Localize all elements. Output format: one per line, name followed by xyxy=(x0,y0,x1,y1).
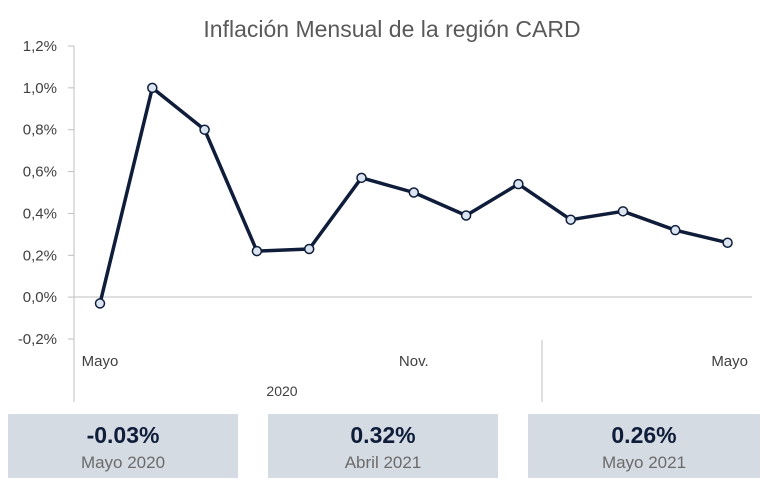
x-tick-label: Mayo xyxy=(82,353,119,370)
chart-title: Inflación Mensual de la región CARD xyxy=(203,16,580,42)
data-point xyxy=(513,178,524,190)
data-point xyxy=(94,298,106,309)
data-point xyxy=(565,214,576,225)
y-tick-group: -0,2% 0,0% 0,2% 0,4% 0,6% 0,8% 1,0% 1,2% xyxy=(18,38,74,348)
card-value: 0.32% xyxy=(350,422,416,448)
y-tick-label: 1,2% xyxy=(23,38,57,55)
data-point xyxy=(670,224,681,236)
data-point xyxy=(460,210,472,221)
line-chart: Inflación Mensual de la región CARD -0,2… xyxy=(18,16,752,402)
stat-card-may-2020: -0.03% Mayo 2020 xyxy=(8,414,238,478)
x-tick-label: Nov. xyxy=(399,353,429,370)
y-tick-label: 0,0% xyxy=(23,289,57,306)
y-tick-label: 1,0% xyxy=(23,80,57,97)
x-tick-group: Mayo Nov. Mayo xyxy=(82,353,748,370)
stat-card-april-2021: 0.32% Abril 2021 xyxy=(268,414,498,478)
y-tick-label: 0,4% xyxy=(23,205,57,222)
data-point xyxy=(356,172,367,184)
data-point xyxy=(199,124,210,135)
x-tick-label: Mayo xyxy=(711,353,748,370)
data-point xyxy=(147,82,158,94)
y-tick-label: 0,2% xyxy=(23,247,57,264)
year-label: 2020 xyxy=(266,383,297,399)
y-tick-label: 0,6% xyxy=(23,164,57,181)
card-value: -0.03% xyxy=(86,422,160,448)
card-label: Mayo 2021 xyxy=(601,453,687,472)
y-tick-label: 0,8% xyxy=(23,122,57,139)
card-label: Mayo 2020 xyxy=(80,453,166,472)
card-value: 0.26% xyxy=(611,422,677,448)
data-point-group xyxy=(94,82,733,309)
data-point xyxy=(408,187,420,198)
stat-card-may-2021: 0.26% Mayo 2021 xyxy=(528,414,760,478)
data-point xyxy=(251,245,263,257)
data-point xyxy=(722,237,733,248)
y-tick-label: -0,2% xyxy=(18,331,57,348)
card-label: Abril 2021 xyxy=(344,453,422,472)
data-point xyxy=(617,206,629,217)
data-point xyxy=(303,243,315,255)
